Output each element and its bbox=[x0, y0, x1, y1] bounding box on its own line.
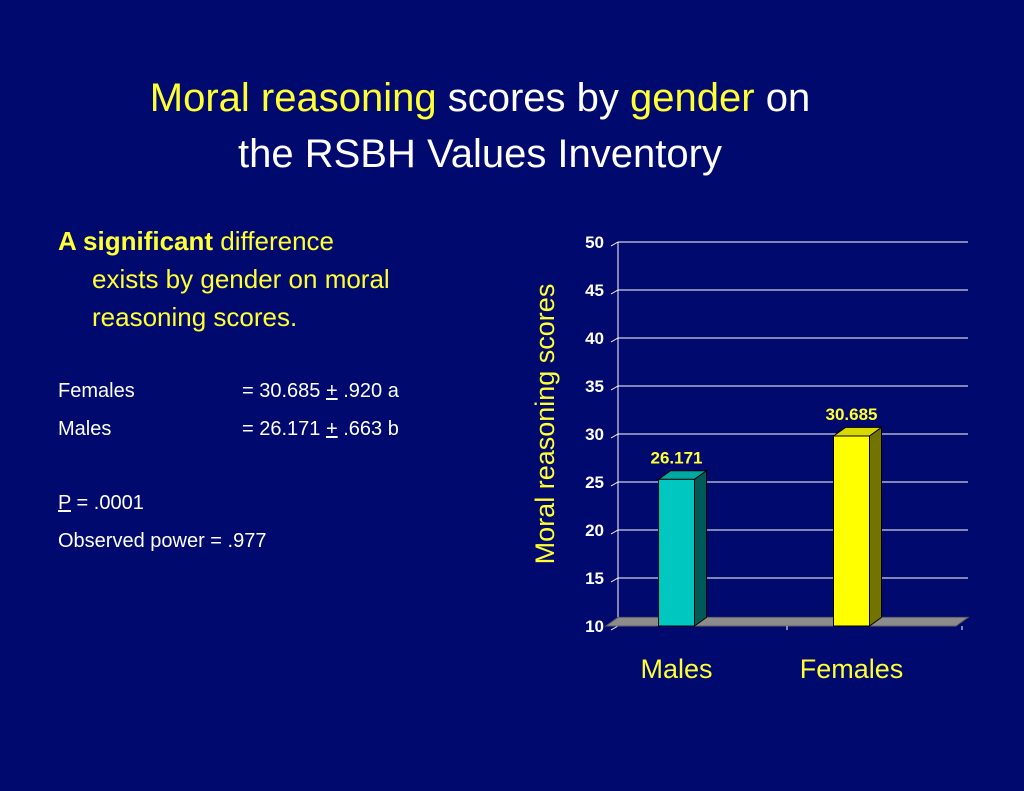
data-label: 30.685 bbox=[826, 405, 878, 424]
title-text: scores by bbox=[436, 76, 631, 120]
lead-bold: A significant bbox=[58, 226, 214, 256]
bar-males bbox=[658, 478, 695, 627]
lead-line-3: reasoning scores. bbox=[92, 302, 298, 332]
y-tick-label: 35 bbox=[585, 377, 604, 396]
y-tick-label: 30 bbox=[585, 425, 604, 444]
y-tick-mark bbox=[610, 529, 619, 535]
slide-title: Moral reasoning scores by gender on the … bbox=[60, 70, 900, 182]
x-category-label: Females bbox=[800, 654, 904, 684]
bar-side bbox=[869, 426, 882, 627]
y-tick-mark bbox=[610, 625, 619, 631]
y-tick-label: 10 bbox=[585, 617, 604, 636]
stat-label: Males bbox=[58, 418, 112, 440]
title-text-on: on bbox=[754, 76, 811, 120]
y-tick-mark bbox=[610, 385, 619, 391]
y-tick-mark bbox=[610, 337, 619, 343]
stat-label: Females bbox=[58, 380, 135, 402]
bar-side bbox=[694, 469, 707, 627]
y-tick-mark bbox=[610, 433, 619, 439]
y-tick-mark bbox=[610, 241, 619, 247]
summary-panel: A significant difference exists by gende… bbox=[58, 222, 498, 560]
lead-line-2: exists by gender on moral bbox=[92, 264, 390, 294]
y-tick-label: 20 bbox=[585, 521, 604, 540]
observed-power: Observed power = .977 bbox=[58, 530, 267, 552]
y-axis-label: Moral reasoning scores bbox=[530, 284, 560, 565]
summary-lead: A significant difference exists by gende… bbox=[58, 222, 498, 336]
data-label: 26.171 bbox=[651, 448, 703, 467]
y-tick-label: 45 bbox=[585, 281, 604, 300]
title-highlight-moral-reasoning: Moral reasoning bbox=[149, 76, 437, 120]
y-tick-label: 50 bbox=[585, 233, 604, 252]
x-category-label: Males bbox=[640, 654, 712, 684]
bar-females bbox=[833, 435, 870, 627]
stat-row-females: Females = 30.685 + .920 a bbox=[58, 372, 498, 410]
p-value: P = .0001 bbox=[58, 492, 144, 514]
y-tick-label: 40 bbox=[585, 329, 604, 348]
y-tick-label: 15 bbox=[585, 569, 604, 588]
title-line-2: the RSBH Values Inventory bbox=[238, 132, 722, 176]
y-tick-mark bbox=[610, 289, 619, 295]
stat-value: = 26.171 + .663 b bbox=[242, 418, 399, 440]
y-tick-mark bbox=[610, 577, 619, 583]
lead-rest: difference bbox=[213, 226, 334, 256]
title-highlight-gender: gender bbox=[630, 76, 755, 120]
stat-row-males: Males = 26.171 + .663 b bbox=[58, 410, 498, 448]
y-tick-label: 25 bbox=[585, 473, 604, 492]
y-tick-mark bbox=[610, 481, 619, 487]
stat-value: = 30.685 + .920 a bbox=[242, 380, 399, 402]
